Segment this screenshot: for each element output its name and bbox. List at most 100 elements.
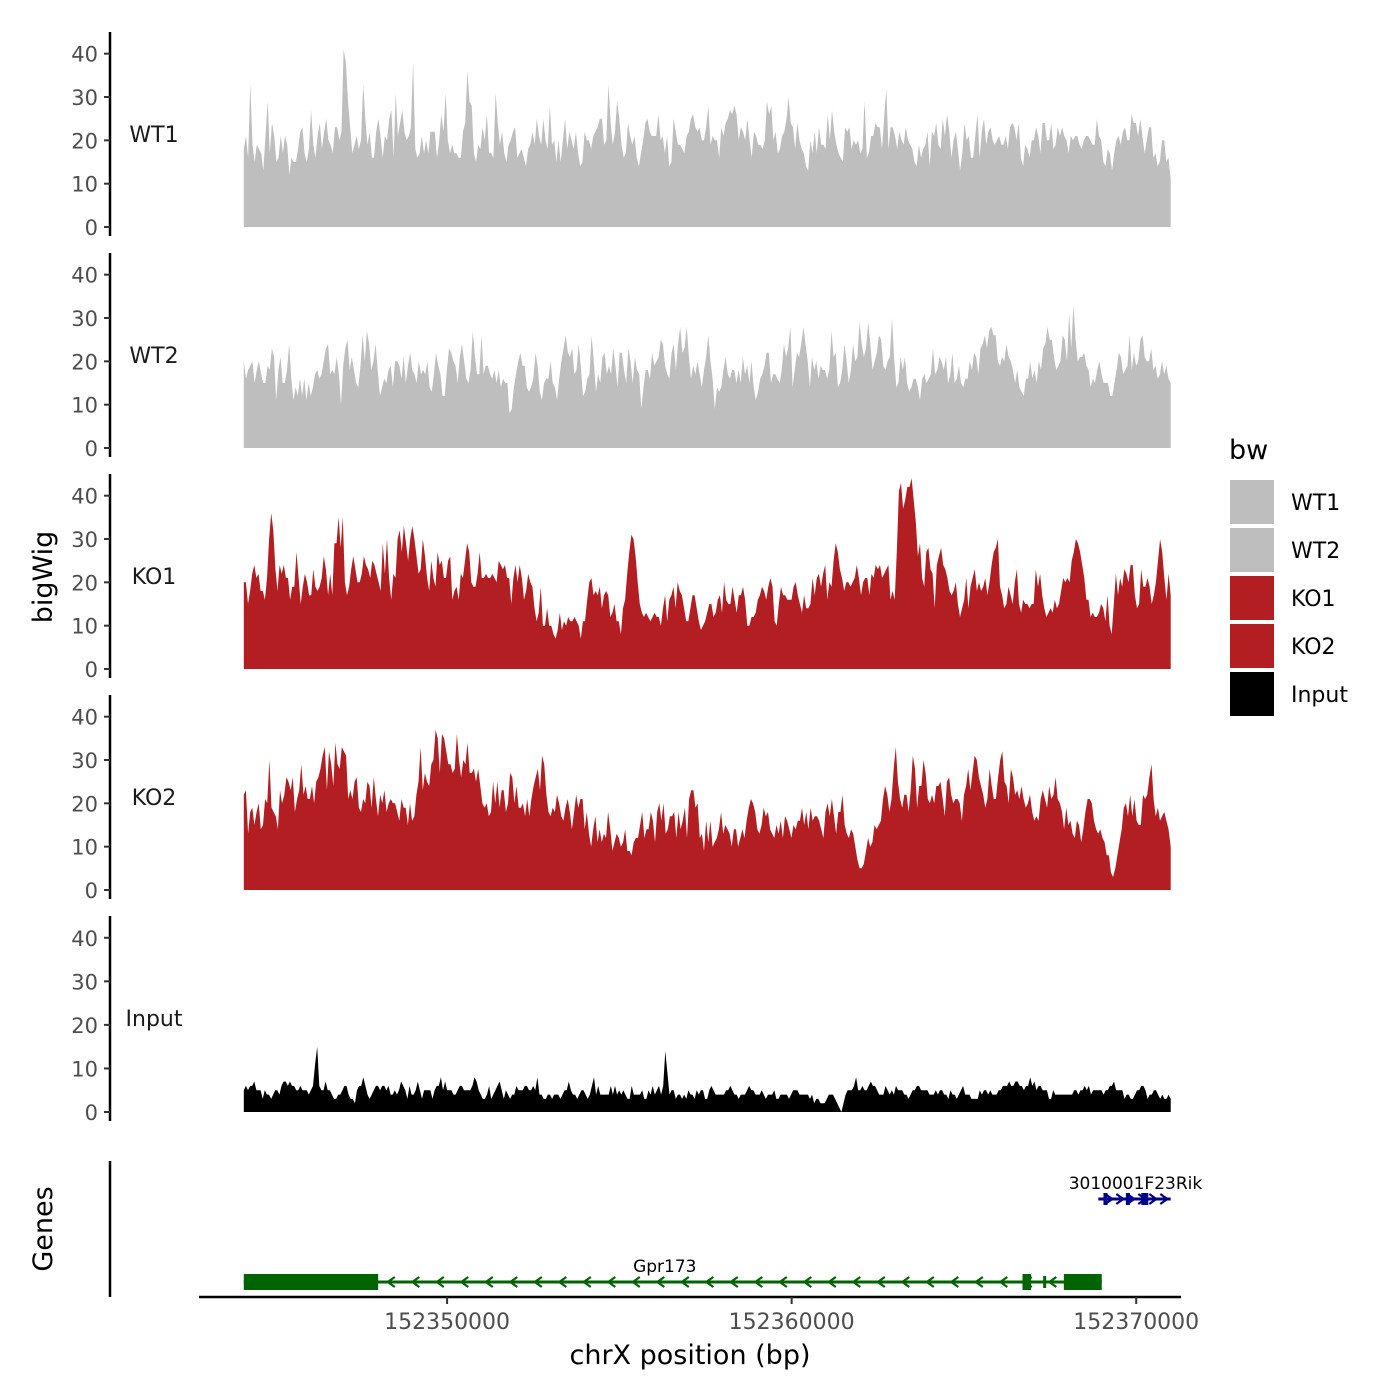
track-panel-wt1: 0 10 20 30 40 WT1 — [71, 32, 1171, 240]
y-tick-label: 30 — [71, 528, 98, 552]
gene-name-label: Gpr173 — [633, 1257, 696, 1277]
y-tick-label: 10 — [71, 615, 98, 639]
coverage-area-input — [243, 1046, 1171, 1112]
legend-label: KO1 — [1291, 587, 1336, 612]
y-tick-label: 30 — [71, 970, 98, 994]
legend-item-ko1: KO1 — [1230, 576, 1336, 620]
strand-arrow — [679, 1276, 690, 1288]
track-panel-input: 0 10 20 30 40 Input — [71, 916, 1171, 1125]
strand-arrow — [924, 1276, 935, 1288]
strand-arrow — [1104, 1193, 1115, 1205]
legend-swatch — [1230, 576, 1274, 620]
coverage-tracks: 0 10 20 30 40 WT1 0 10 20 30 40 WT2 0 10 20 30 40 KO1 0 10 2… — [71, 32, 1171, 1125]
track-panel-ko1: 0 10 20 30 40 KO1 — [71, 474, 1171, 682]
strand-arrow — [1115, 1193, 1126, 1205]
strand-arrow — [777, 1276, 788, 1288]
track-label: KO1 — [132, 565, 177, 590]
strand-arrow — [875, 1276, 886, 1288]
y-tick-label: 30 — [71, 86, 98, 110]
strand-arrow — [728, 1276, 739, 1288]
legend-label: Input — [1291, 683, 1348, 708]
y-tick-label: 10 — [71, 394, 98, 418]
gene-track: Gpr173 3010001F23Rik — [108, 1161, 1203, 1297]
strand-arrow — [385, 1276, 396, 1288]
y-axis-title: bigWig — [28, 531, 59, 624]
x-axis-title: chrX position (bp) — [569, 1340, 810, 1371]
legend-label: WT1 — [1291, 491, 1340, 516]
legend-label: WT2 — [1291, 539, 1340, 564]
gene-exon — [1141, 1193, 1149, 1205]
strand-arrow — [1148, 1193, 1159, 1205]
gene-exon — [1022, 1274, 1032, 1290]
legend-swatch — [1230, 624, 1274, 668]
y-tick-label: 40 — [71, 485, 98, 509]
y-tick-label: 0 — [85, 879, 98, 903]
strand-arrow — [655, 1276, 665, 1288]
y-tick-label: 20 — [71, 129, 98, 153]
legend: WT1 WT2 KO1 KO2 Input — [1230, 480, 1348, 716]
y-tick-label: 10 — [71, 1057, 98, 1081]
legend-label: KO2 — [1291, 635, 1336, 660]
gene-exon — [1125, 1193, 1130, 1205]
strand-arrow — [973, 1276, 984, 1288]
y-tick-label: 0 — [85, 658, 98, 682]
gene-gpr173: Gpr173 — [243, 1257, 1102, 1290]
coverage-area-ko2 — [243, 729, 1171, 890]
gene-exon — [1063, 1274, 1102, 1290]
strand-arrow — [606, 1276, 616, 1288]
strand-arrow — [459, 1276, 469, 1288]
strand-arrow — [1159, 1193, 1170, 1205]
y-tick-label: 30 — [71, 749, 98, 773]
y-tick-label: 40 — [71, 927, 98, 951]
y-tick-label: 20 — [71, 571, 98, 595]
x-tick-label: 152350000 — [384, 1310, 510, 1335]
strand-arrow — [410, 1276, 420, 1288]
legend-item-input: Input — [1230, 672, 1348, 716]
legend-item-ko2: KO2 — [1230, 624, 1336, 668]
strand-arrow — [1047, 1276, 1057, 1288]
strand-arrow — [483, 1276, 494, 1288]
strand-arrow — [532, 1276, 543, 1288]
strand-arrow — [900, 1276, 910, 1288]
legend-swatch — [1230, 528, 1274, 572]
y-tick-label: 10 — [71, 836, 98, 860]
y-tick-label: 0 — [85, 216, 98, 240]
genes-axis-title: Genes — [28, 1186, 59, 1271]
strand-arrow — [802, 1276, 812, 1288]
strand-arrow — [851, 1276, 861, 1288]
y-tick-label: 0 — [85, 1101, 98, 1125]
y-tick-label: 20 — [71, 350, 98, 374]
gene-3010001f23rik: 3010001F23Rik — [1069, 1174, 1203, 1205]
strand-arrow — [508, 1276, 518, 1288]
gene-exon — [1103, 1193, 1108, 1205]
strand-arrow — [949, 1276, 959, 1288]
track-label: Input — [126, 1007, 183, 1032]
strand-arrow — [704, 1276, 714, 1288]
strand-arrow — [434, 1276, 445, 1288]
track-panel-ko2: 0 10 20 30 40 KO2 — [71, 695, 1171, 903]
strand-arrow — [753, 1276, 763, 1288]
coverage-area-ko1 — [243, 478, 1171, 669]
x-tick-label: 152370000 — [1073, 1310, 1199, 1335]
y-tick-label: 0 — [85, 437, 98, 461]
legend-swatch — [1230, 480, 1274, 524]
y-tick-label: 40 — [71, 43, 98, 67]
legend-item-wt1: WT1 — [1230, 480, 1340, 524]
legend-title: bw — [1229, 435, 1268, 466]
gene-exon-small — [1043, 1276, 1047, 1288]
y-tick-label: 40 — [71, 706, 98, 730]
y-tick-label: 30 — [71, 307, 98, 331]
x-axis: 152350000 152360000 152370000 — [199, 1295, 1199, 1335]
strand-arrow — [998, 1276, 1008, 1288]
y-tick-label: 40 — [71, 264, 98, 288]
gene-name-label: 3010001F23Rik — [1069, 1174, 1203, 1194]
coverage-area-wt2 — [243, 305, 1171, 448]
strand-arrow — [630, 1276, 641, 1288]
strand-arrow — [557, 1276, 567, 1288]
strand-arrow — [581, 1276, 592, 1288]
track-label: WT2 — [129, 344, 178, 369]
y-tick-label: 10 — [71, 173, 98, 197]
strand-arrow — [826, 1276, 837, 1288]
y-tick-label: 20 — [71, 792, 98, 816]
